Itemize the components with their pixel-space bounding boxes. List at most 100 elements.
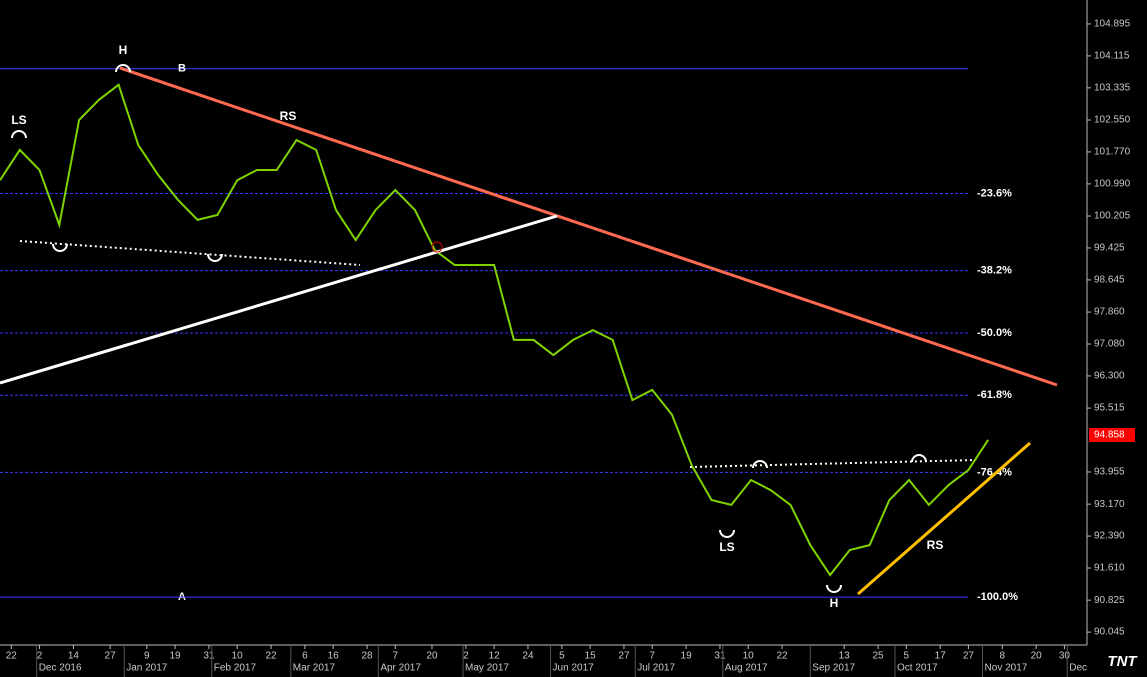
last-price-box — [1089, 427, 1135, 442]
month-label: Dec — [1069, 663, 1087, 674]
y-tick-label: 103.335 — [1094, 82, 1131, 93]
month-label: Mar 2017 — [293, 663, 336, 674]
x-tick-label: 13 — [839, 651, 851, 662]
y-tick-label: 99.425 — [1094, 243, 1125, 254]
y-tick-label: 104.895 — [1094, 19, 1131, 30]
price-line — [0, 83, 990, 577]
pattern-label: LS — [719, 540, 734, 554]
marker — [911, 454, 927, 463]
y-tick-label: 100.990 — [1094, 179, 1131, 190]
y-tick-label: 91.610 — [1094, 563, 1125, 574]
pattern-label: H — [119, 43, 128, 57]
marker — [11, 130, 27, 139]
x-tick-label: 30 — [1059, 651, 1071, 662]
x-tick-label: 16 — [328, 651, 340, 662]
x-tick-label: 6 — [302, 651, 308, 662]
x-tick-label: 20 — [1031, 651, 1043, 662]
pattern-label: LS — [11, 113, 26, 127]
x-tick-label: 24 — [522, 651, 534, 662]
y-tick-label: 97.080 — [1094, 339, 1125, 350]
x-tick-label: 22 — [777, 651, 789, 662]
x-tick-label: 19 — [681, 651, 693, 662]
y-tick-label: 90.825 — [1094, 595, 1125, 606]
axis-panel — [1087, 0, 1147, 677]
x-tick-label: 22 — [6, 651, 18, 662]
month-label: Sep 2017 — [812, 663, 855, 674]
pattern-label: RS — [927, 538, 944, 552]
retracement-label: -38.2% — [977, 265, 1012, 277]
month-label: Jun 2017 — [553, 663, 595, 674]
x-tick-label: 25 — [873, 651, 885, 662]
month-label: May 2017 — [465, 663, 509, 674]
y-tick-label: 95.515 — [1094, 403, 1125, 414]
x-tick-label: 2 — [463, 651, 469, 662]
marker — [719, 529, 735, 538]
x-tick-label: 5 — [559, 651, 565, 662]
x-tick-label: 7 — [649, 651, 655, 662]
x-tick-label: 10 — [743, 651, 755, 662]
marker — [752, 460, 768, 469]
x-tick-label: 8 — [1000, 651, 1006, 662]
x-tick-label: 5 — [904, 651, 910, 662]
y-tick-label: 97.860 — [1094, 307, 1125, 318]
marker — [115, 64, 131, 73]
x-tick-label: 17 — [935, 651, 947, 662]
x-tick-label: 12 — [489, 651, 501, 662]
trendline-up — [857, 441, 1031, 596]
marker — [826, 584, 842, 593]
month-label: Nov 2017 — [985, 663, 1028, 674]
y-tick-label: 101.770 — [1094, 147, 1131, 158]
y-tick-label: 96.300 — [1094, 371, 1125, 382]
retracement-label: -23.6% — [977, 187, 1012, 199]
x-tick-label: 9 — [144, 651, 150, 662]
x-tick-label: 28 — [361, 651, 373, 662]
trendline-neckline — [0, 214, 558, 385]
pattern-markers — [11, 64, 927, 593]
logo: TNT — [1107, 653, 1138, 670]
y-tick-label: 98.645 — [1094, 275, 1125, 286]
x-tick-label: 31 — [714, 651, 726, 662]
marker — [207, 253, 223, 262]
retracement-label: -50.0% — [977, 327, 1012, 339]
y-tick-label: 93.170 — [1094, 499, 1125, 510]
y-tick-label: 93.955 — [1094, 467, 1125, 478]
x-tick-label: 27 — [618, 651, 630, 662]
x-tick-label: 31 — [203, 651, 215, 662]
month-label: Jul 2017 — [637, 663, 675, 674]
last-price-label: 94.858 — [1094, 430, 1125, 441]
month-label: Aug 2017 — [725, 663, 768, 674]
x-tick-label: 15 — [585, 651, 597, 662]
x-tick-label: 10 — [232, 651, 244, 662]
month-label: Dec 2016 — [39, 663, 82, 674]
x-tick-label: 14 — [68, 651, 80, 662]
x-tick-label: 27 — [105, 651, 117, 662]
y-tick-label: 102.550 — [1094, 115, 1131, 126]
x-tick-label: 22 — [265, 651, 277, 662]
trendline-down — [119, 66, 1058, 387]
month-label: Jan 2017 — [126, 663, 168, 674]
month-label: Feb 2017 — [214, 663, 257, 674]
retracement-high-label: B — [178, 63, 186, 75]
month-label: Oct 2017 — [897, 663, 938, 674]
marker — [52, 243, 68, 252]
neckline-dotted — [19, 240, 361, 266]
y-tick-label: 90.045 — [1094, 627, 1125, 638]
x-tick-label: 7 — [392, 651, 398, 662]
pattern-label: H — [830, 596, 839, 610]
month-label: Apr 2017 — [380, 663, 421, 674]
x-tick-label: 20 — [426, 651, 438, 662]
retracement-label: -61.8% — [977, 389, 1012, 401]
y-tick-label: 100.205 — [1094, 211, 1131, 222]
y-tick-label: 104.115 — [1094, 51, 1130, 62]
marker — [431, 241, 443, 253]
retracement-label: -100.0% — [977, 591, 1018, 603]
y-tick-label: 92.390 — [1094, 531, 1125, 542]
pattern-label: RS — [280, 109, 297, 123]
x-tick-label: 2 — [37, 651, 43, 662]
x-tick-label: 19 — [169, 651, 181, 662]
price-layer — [0, 83, 990, 577]
x-tick-label: 27 — [963, 651, 975, 662]
